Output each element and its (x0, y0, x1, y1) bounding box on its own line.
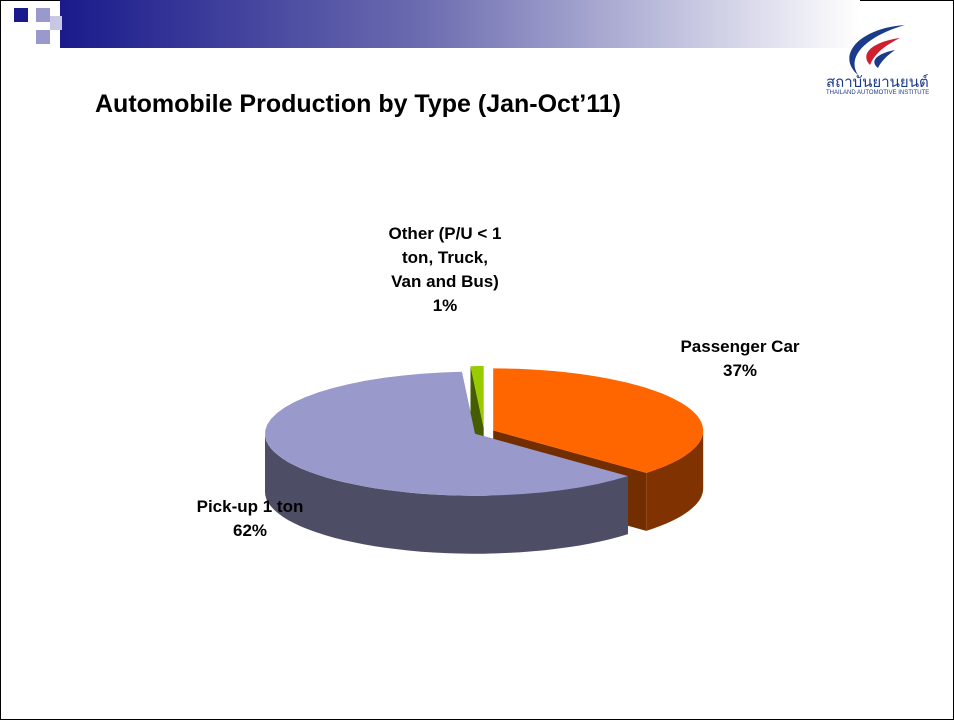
chart-title: Automobile Production by Type (Jan-Oct’1… (95, 90, 621, 118)
category-label: Passenger Car (680, 337, 800, 356)
slice-wall (646, 430, 704, 531)
category-label: Pick-up 1 ton (196, 497, 304, 516)
logo-mark (849, 25, 905, 75)
data-label: Other (P/U < 1 ton, Truck, Van and Bus) 1… (385, 222, 505, 318)
logo-thai: สถาบันยานยนต์ (826, 74, 929, 91)
logo-english: THAILAND AUTOMOTIVE INSTITUTE (826, 90, 930, 96)
value-label: 1% (432, 296, 458, 315)
category-label: Other (P/U < 1 ton, Truck, Van and Bus) (388, 224, 502, 291)
deco-square (36, 30, 50, 44)
slice (470, 366, 484, 428)
deco-square (50, 16, 62, 30)
data-label: Passenger Car 37% (680, 335, 800, 383)
value-label: 62% (232, 521, 268, 540)
slice-wall (265, 433, 628, 554)
value-label: 37% (722, 361, 758, 380)
slice (265, 371, 628, 496)
deco-square (36, 8, 50, 22)
deco-square (14, 8, 28, 22)
header-bar (60, 0, 860, 48)
data-label: Pick-up 1 ton 62% (180, 495, 320, 543)
slice (493, 368, 704, 473)
